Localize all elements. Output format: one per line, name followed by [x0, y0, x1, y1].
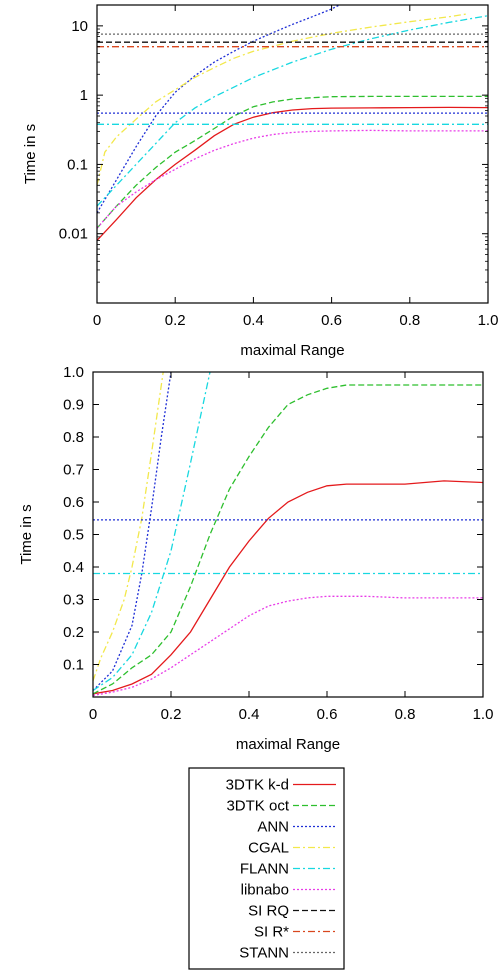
y-tick-label: 0.9 [63, 397, 84, 414]
legend-label: 3DTK oct [226, 798, 289, 815]
y-tick-label: 0.2 [63, 624, 84, 641]
series-line-cgal [97, 13, 469, 186]
y-tick-label: 0.3 [63, 592, 84, 609]
y-tick-label: 1 [80, 87, 88, 104]
y-tick-label: 10 [71, 18, 88, 35]
legend: 3DTK k-d 3DTK oct ANN CGAL FLANN libnabo SI RQ… [188, 767, 345, 970]
legend-item-flann: FLANN [240, 861, 336, 878]
series-line-flann [93, 372, 211, 692]
y-tick-label: 1.0 [63, 364, 84, 381]
x-tick-label: 1.0 [473, 706, 494, 723]
y-tick-label: 0.6 [63, 494, 84, 511]
legend-item-3dtk-k-d: 3DTK k-d [226, 777, 336, 794]
series-line-ann [93, 372, 172, 691]
series-line-3dtk-k-d [97, 106, 488, 241]
x-tick-label: 0 [93, 312, 101, 329]
series-line-ann [97, 5, 340, 214]
series-lines [97, 5, 488, 241]
y-tick-label: 0.4 [63, 559, 84, 576]
legend-label: CGAL [248, 840, 289, 857]
series-line-cgal [93, 372, 164, 682]
x-tick-label: 0.4 [243, 312, 264, 329]
legend-label: FLANN [240, 861, 289, 878]
y-tick-label: 0.7 [63, 462, 84, 479]
x-tick-label: 1.0 [478, 312, 499, 329]
x-tick-label: 0.6 [317, 706, 338, 723]
legend-label: 3DTK k-d [226, 777, 289, 794]
x-tick-label: 0.2 [161, 706, 182, 723]
series-lines [93, 372, 483, 697]
chart-top-log-scale: 0 0.2 0.4 0.6 0.8 1.0 0.01 0.1 1 10 maximal Range T… [22, 4, 499, 359]
legend-item-ann: ANN [257, 819, 336, 836]
plot-frame [96, 4, 489, 304]
legend-item-cgal: CGAL [248, 840, 336, 857]
series-line-3dtk-oct [97, 95, 488, 229]
chart-bottom-linear-scale: 0 0.2 0.4 0.6 0.8 1.0 0.1 0.2 0.3 0.4 0.5 0.6 0.7 0.8… [18, 364, 493, 753]
x-tick-label: 0.4 [239, 706, 260, 723]
x-tick-label: 0 [89, 706, 97, 723]
legend-item-si-r: SI R* [254, 924, 336, 941]
x-axis-label: maximal Range [236, 736, 340, 753]
legend-item-si-rq: SI RQ [248, 903, 336, 920]
legend-label: ANN [257, 819, 289, 836]
y-tick-label: 0.1 [63, 657, 84, 674]
x-tick-label: 0.2 [165, 312, 186, 329]
legend-item-stann: STANN [239, 945, 336, 962]
series-line-3dtk-oct [93, 384, 483, 695]
legend-label: SI R* [254, 924, 289, 941]
y-axis-label: Time in s [18, 504, 35, 564]
x-tick-label: 0.8 [399, 312, 420, 329]
legend-label: SI RQ [248, 903, 289, 920]
legend-item-libnabo: libnabo [241, 882, 336, 899]
x-tick-label: 0.8 [395, 706, 416, 723]
series-line-3dtk-k-d [93, 480, 483, 695]
x-tick-label: 0.6 [321, 312, 342, 329]
y-tick-label: 0.01 [59, 226, 88, 243]
y-tick-label: 0.5 [63, 527, 84, 544]
series-line-flann [97, 15, 488, 207]
legend-label: STANN [239, 945, 289, 962]
y-tick-label: 0.8 [63, 429, 84, 446]
y-axis-label: Time in s [22, 124, 39, 184]
series-line-libnabo [97, 129, 488, 229]
x-axis-label: maximal Range [240, 342, 344, 359]
legend-item-3dtk-oct: 3DTK oct [226, 798, 336, 815]
series-line-libnabo [93, 595, 483, 697]
plot-frame [92, 371, 484, 698]
y-tick-label: 0.1 [67, 156, 88, 173]
legend-label: libnabo [241, 882, 289, 899]
